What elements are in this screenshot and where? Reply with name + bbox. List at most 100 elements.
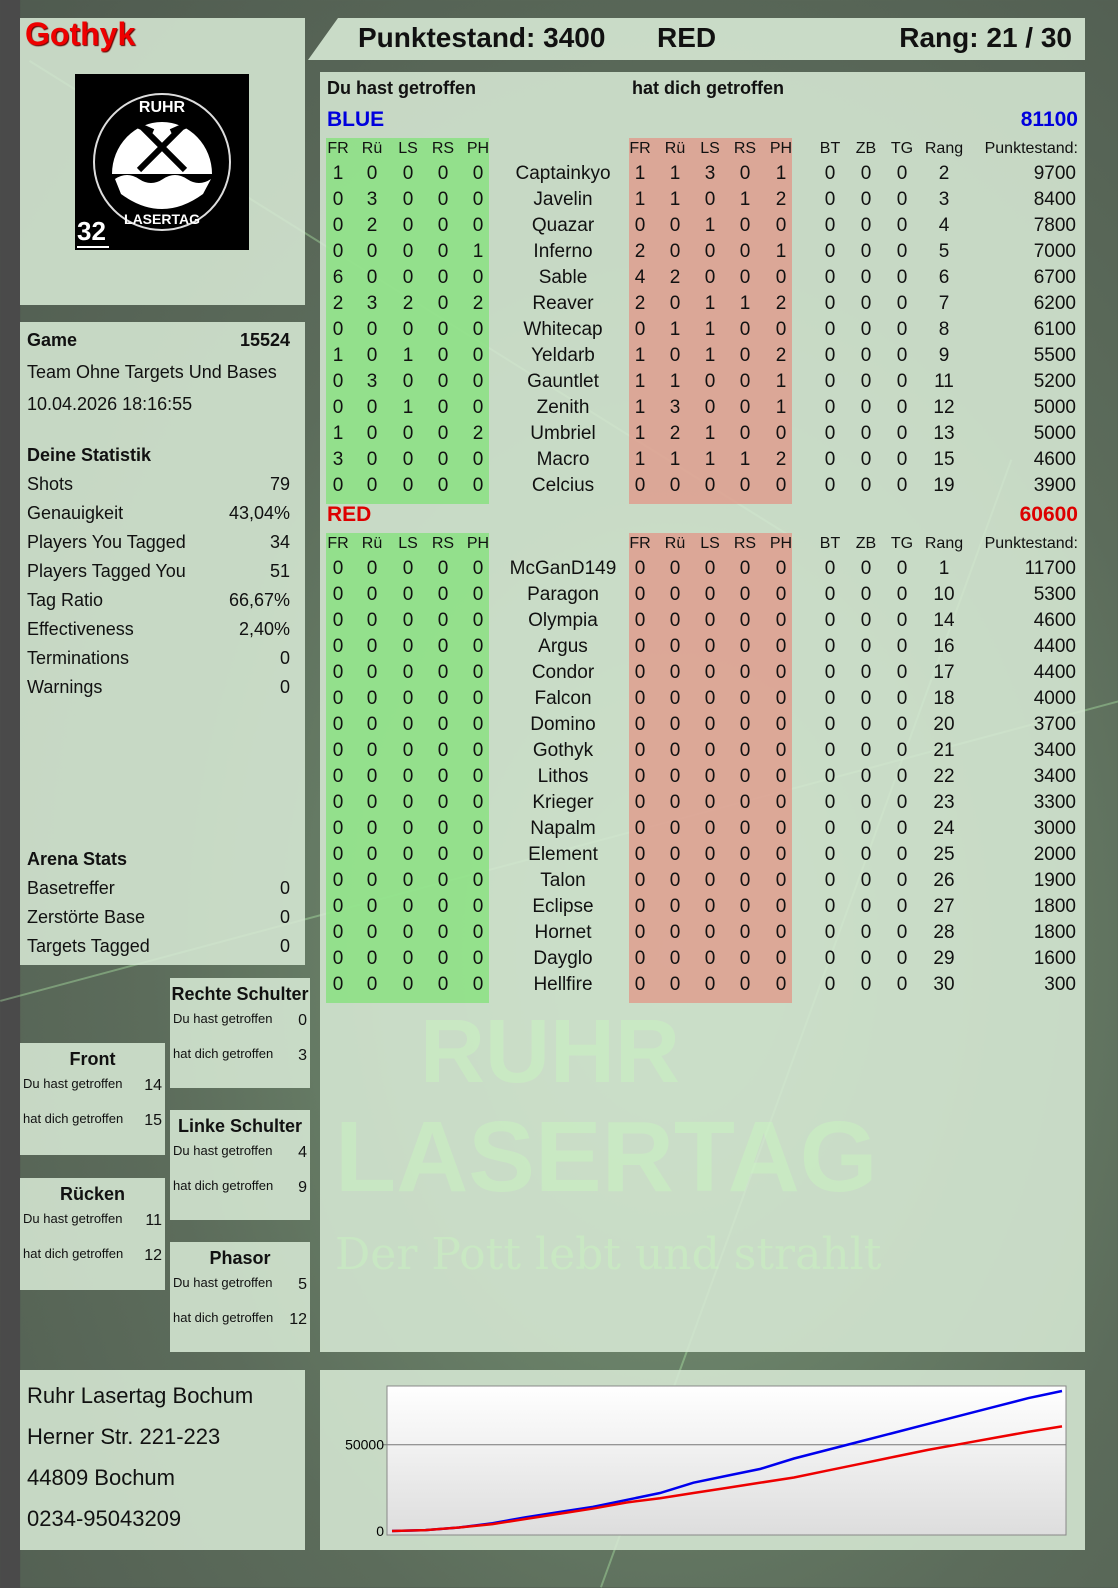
- hit-column-bg: [326, 138, 489, 504]
- rank-cell: 6: [938, 267, 950, 288]
- extra-cell: 0: [860, 766, 872, 787]
- hit-cell: 0: [437, 371, 449, 392]
- extra-cell: 0: [860, 870, 872, 891]
- got-cell: 0: [739, 818, 751, 839]
- got-cell: 0: [739, 896, 751, 917]
- hit-cell: 0: [472, 714, 484, 735]
- hit-cell: 0: [472, 397, 484, 418]
- rank-cell: 15: [933, 449, 955, 470]
- zone-title: Rücken: [59, 1184, 126, 1204]
- hit-cell: 0: [366, 974, 378, 995]
- score-cell: 6700: [1033, 267, 1076, 288]
- got-cell: 0: [704, 844, 716, 865]
- hit-cell: 0: [402, 449, 414, 470]
- column-header: TG: [890, 535, 914, 552]
- zone-hit-label: Du hast getroffen: [173, 1275, 273, 1290]
- extra-cell: 0: [896, 371, 908, 392]
- stats-panel: [20, 322, 305, 965]
- extra-cell: 0: [824, 241, 836, 262]
- hit-cell: 0: [366, 319, 378, 340]
- plot-area: [386, 1385, 1067, 1536]
- score-cell: 3300: [1033, 792, 1076, 813]
- got-cell: 2: [775, 345, 787, 366]
- rank-cell: 2: [938, 163, 950, 184]
- rank-cell: 25: [933, 844, 955, 865]
- hit-cell: 0: [366, 792, 378, 813]
- got-cell: 2: [634, 293, 646, 314]
- got-cell: 0: [669, 948, 681, 969]
- got-cell: 0: [775, 215, 787, 236]
- hit-cell: 1: [332, 423, 344, 444]
- hit-cell: 0: [402, 714, 414, 735]
- hit-cell: 0: [437, 241, 449, 262]
- got-cell: 0: [669, 922, 681, 943]
- hit-cell: 0: [332, 974, 344, 995]
- column-header: BT: [819, 140, 841, 157]
- hit-cell: 0: [437, 974, 449, 995]
- arena-stat-label: Zerstörte Base: [27, 907, 146, 927]
- hit-cell: 0: [437, 922, 449, 943]
- got-cell: 1: [775, 397, 787, 418]
- got-cell: 0: [669, 345, 681, 366]
- hit-cell: 0: [332, 714, 344, 735]
- column-header: LS: [700, 535, 720, 552]
- got-cell: 0: [704, 584, 716, 605]
- got-cell: 0: [775, 740, 787, 761]
- got-cell: 0: [775, 974, 787, 995]
- zone-hit-value: 11: [145, 1212, 162, 1229]
- address-line: 44809 Bochum: [27, 1465, 175, 1490]
- hit-cell: 0: [402, 163, 414, 184]
- address-line: Herner Str. 221-223: [27, 1424, 221, 1449]
- stat-value: 34: [269, 532, 290, 552]
- hit-cell: 3: [366, 371, 378, 392]
- got-cell: 0: [739, 345, 751, 366]
- got-cell: 0: [704, 870, 716, 891]
- zone-got-value: 15: [144, 1112, 162, 1129]
- score-cell: 5500: [1033, 345, 1076, 366]
- rank-cell: 29: [933, 948, 955, 969]
- extra-cell: 0: [824, 319, 836, 340]
- got-cell: 0: [704, 766, 716, 787]
- arena-stat-value: 0: [279, 907, 290, 927]
- score-cell: 5000: [1033, 423, 1076, 444]
- got-cell: 0: [775, 818, 787, 839]
- hit-cell: 0: [366, 948, 378, 969]
- got-cell: 0: [739, 610, 751, 631]
- hit-cell: 0: [437, 662, 449, 683]
- got-cell: 0: [634, 922, 646, 943]
- hit-cell: 0: [472, 371, 484, 392]
- extra-cell: 0: [824, 163, 836, 184]
- got-cell: 0: [775, 896, 787, 917]
- hit-cell: 0: [437, 844, 449, 865]
- extra-cell: 0: [896, 688, 908, 709]
- extra-cell: 0: [824, 189, 836, 210]
- hit-cell: 3: [332, 449, 344, 470]
- got-cell: 0: [669, 766, 681, 787]
- got-cell: 0: [739, 319, 751, 340]
- extra-cell: 0: [860, 792, 872, 813]
- stat-value: 66,67%: [228, 590, 290, 610]
- extra-cell: 0: [860, 345, 872, 366]
- got-cell: 0: [704, 714, 716, 735]
- column-header: ZB: [855, 140, 877, 157]
- got-cell: 0: [669, 662, 681, 683]
- got-cell: 0: [704, 241, 716, 262]
- got-column-bg: [629, 533, 792, 1003]
- score-cell: 3900: [1033, 475, 1076, 496]
- column-header: Rü: [664, 140, 686, 157]
- hit-cell: 0: [472, 740, 484, 761]
- column-header: PH: [769, 535, 793, 552]
- hit-cell: 0: [366, 241, 378, 262]
- zone-title: Front: [69, 1049, 116, 1069]
- player-name-cell: Reaver: [532, 293, 594, 314]
- player-name-cell: Krieger: [532, 792, 594, 813]
- hit-cell: 0: [332, 319, 344, 340]
- got-cell: 0: [704, 558, 716, 579]
- hit-cell: 0: [402, 241, 414, 262]
- team-total: 81100: [1020, 108, 1078, 131]
- rank-cell: 20: [933, 714, 955, 735]
- extra-cell: 0: [824, 792, 836, 813]
- address-line: Ruhr Lasertag Bochum: [27, 1383, 254, 1408]
- stat-value: 51: [269, 561, 290, 581]
- hit-cell: 0: [332, 922, 344, 943]
